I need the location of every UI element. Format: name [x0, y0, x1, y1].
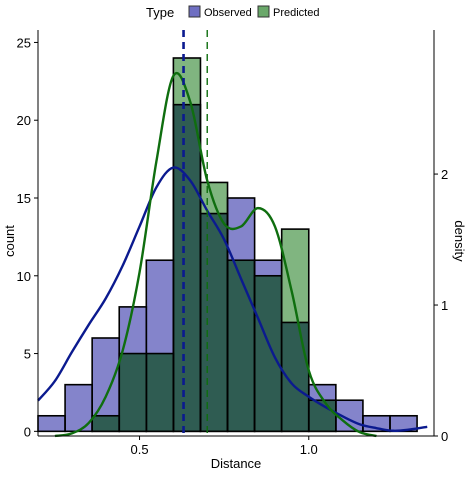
density-curves: [37, 72, 428, 438]
y-tick-label-4: 20: [17, 113, 31, 128]
overlap-bar-2: [92, 415, 120, 432]
mean-lines: [182, 30, 208, 436]
y-tick-label-1: 5: [24, 347, 31, 362]
predicted-bar-outline-9: [280, 228, 310, 433]
overlap-bar-5: [173, 104, 201, 432]
legend-label-observed: Observed: [204, 7, 252, 19]
predicted-density-line: [54, 72, 377, 438]
observed-bar-0: [38, 415, 66, 432]
legend-key-predicted: [257, 5, 270, 18]
x-tick-label-1: 1.0: [300, 442, 318, 457]
overlap-bars: [92, 104, 336, 432]
overlap-bar-6: [200, 213, 228, 432]
y2-axis-label: density: [452, 220, 467, 262]
observed-density-line: [37, 166, 428, 432]
axes: 0 5 10 15 20 25 0 1 2 0.5 1.0: [17, 30, 448, 457]
overlap-bar-7: [227, 260, 255, 432]
predicted-bar-5: [173, 58, 201, 105]
overlap-bar-4: [146, 353, 174, 432]
legend-label-predicted: Predicted: [273, 7, 319, 19]
observed-bar-8: [254, 260, 282, 276]
predicted-bar-6: [200, 182, 228, 214]
y-tick-label-5: 25: [17, 35, 31, 50]
observed-bar-4: [146, 260, 174, 354]
y-axis-label: count: [2, 225, 17, 257]
overlap-bar-3: [119, 353, 147, 432]
observed-bars: [38, 198, 418, 432]
y-tick-label-3: 15: [17, 191, 31, 206]
legend: Type Observed Predicted: [146, 5, 319, 20]
y2-tick-label-0: 0: [441, 429, 448, 444]
observed-bar-13: [390, 415, 418, 432]
y-tick-label-0: 0: [24, 424, 31, 439]
x-axis-label: Distance: [211, 456, 262, 471]
y2-tick-label-2: 2: [441, 167, 448, 182]
y2-tick-label-1: 1: [441, 298, 448, 313]
legend-key-observed: [188, 5, 201, 18]
x-tick-label-0: 0.5: [130, 442, 148, 457]
overlap-bar-8: [254, 275, 282, 432]
y-tick-label-2: 10: [17, 269, 31, 284]
bar-outlines: [37, 57, 418, 433]
legend-title: Type: [146, 5, 174, 20]
